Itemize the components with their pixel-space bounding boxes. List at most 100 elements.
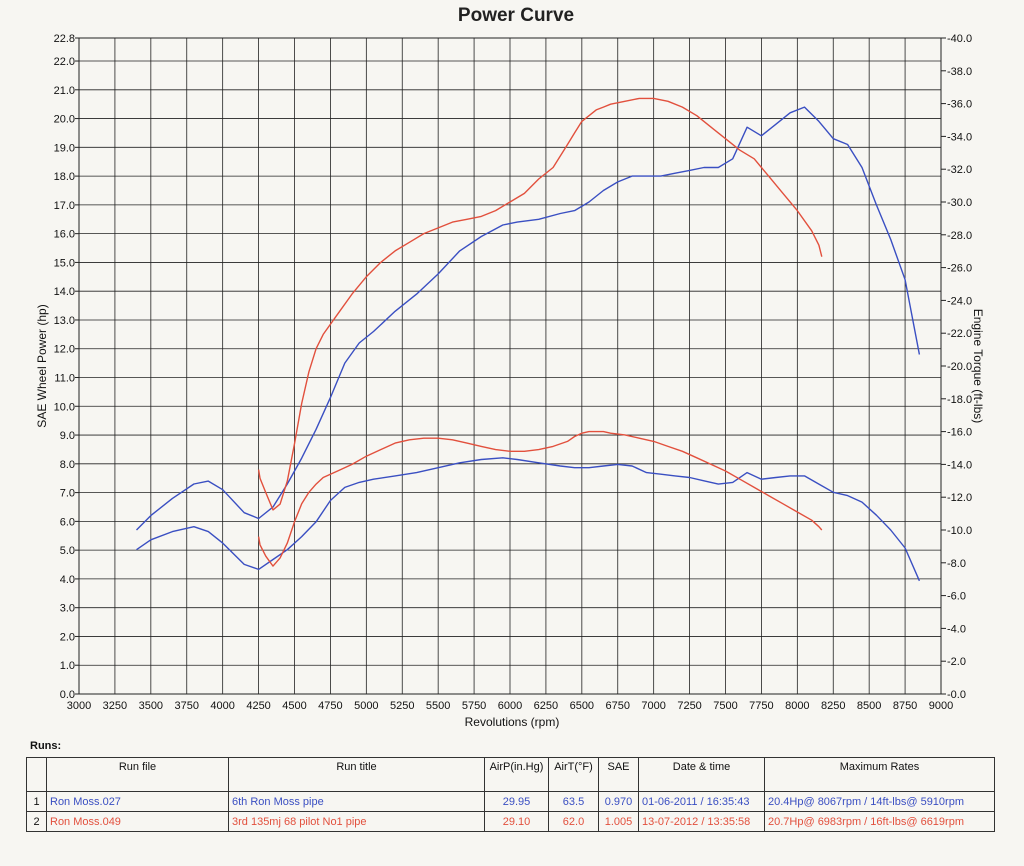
run-file: Ron Moss.049 <box>46 811 229 832</box>
x-tick-label: 5500 <box>426 700 450 712</box>
y-left-tick-label: 6.0 <box>60 516 75 528</box>
y-left-tick-label: 17.0 <box>54 200 75 212</box>
x-tick-label: 6250 <box>534 700 558 712</box>
run-title: 6th Ron Moss pipe <box>228 791 485 812</box>
y-left-tick-label: 19.0 <box>54 142 75 154</box>
run-max-rates: 20.4Hp@ 8067rpm / 14ft-lbs@ 5910rpm <box>764 791 995 812</box>
run-airt: 62.0 <box>548 811 599 832</box>
run-airp: 29.10 <box>484 811 549 832</box>
x-tick-label: 5000 <box>354 700 378 712</box>
run-file: Ron Moss.027 <box>46 791 229 812</box>
x-tick-label: 5750 <box>462 700 486 712</box>
run-airp: 29.95 <box>484 791 549 812</box>
header-index <box>26 757 47 792</box>
y-left-tick-label: 16.0 <box>54 229 75 241</box>
y-right-tick-label: -28.0 <box>947 230 972 242</box>
y-right-tick-label: -18.0 <box>947 394 972 406</box>
x-tick-label: 3250 <box>103 700 127 712</box>
table-row: 2 Ron Moss.049 3rd 135mj 68 pilot No1 pi… <box>26 811 995 832</box>
y-left-tick-label: 4.0 <box>60 574 75 586</box>
y-right-tick-label: -22.0 <box>947 328 972 340</box>
x-tick-label: 3000 <box>67 700 91 712</box>
x-tick-label: 5250 <box>390 700 414 712</box>
y-left-tick-label: 1.0 <box>60 660 75 672</box>
run-sae: 0.970 <box>598 791 639 812</box>
x-tick-label: 4500 <box>282 700 306 712</box>
y-right-tick-label: -40.0 <box>947 33 972 45</box>
x-tick-label: 8250 <box>821 700 845 712</box>
y-left-tick-label: 7.0 <box>60 488 75 500</box>
y-left-tick-label: 21.0 <box>54 85 75 97</box>
x-tick-label: 4250 <box>246 700 270 712</box>
table-row: 1 Ron Moss.027 6th Ron Moss pipe 29.95 6… <box>26 791 995 812</box>
y-right-tick-label: -14.0 <box>947 459 972 471</box>
series-line-1-power <box>136 106 921 531</box>
y-right-tick-label: -12.0 <box>947 492 972 504</box>
plot-frame <box>78 37 942 695</box>
y-axis-right-label: Engine Torque (ft-lbs) <box>971 309 985 424</box>
y-axis-left-label: SAE Wheel Power (hp) <box>35 304 49 427</box>
run-sae: 1.005 <box>598 811 639 832</box>
y-left-tick-label: 18.0 <box>54 171 75 183</box>
header-datetime: Date & time <box>638 757 765 792</box>
tick-labels: 3000 3250 3500 3750 4000 4250 4500 4750 5000 5250… <box>54 33 973 712</box>
series-line-2-torque <box>136 457 921 582</box>
x-tick-label: 6750 <box>606 700 630 712</box>
run-max-rates: 20.7Hp@ 6983rpm / 16ft-lbs@ 6619rpm <box>764 811 995 832</box>
y-left-tick-label: 11.0 <box>54 373 75 385</box>
x-tick-label: 6500 <box>570 700 594 712</box>
y-left-tick-label: 13.0 <box>54 315 75 327</box>
grid <box>75 37 946 695</box>
x-tick-label: 3750 <box>175 700 199 712</box>
x-tick-label: 8750 <box>893 700 917 712</box>
y-right-tick-label: -34.0 <box>947 131 972 143</box>
y-left-tick-label: 5.0 <box>60 545 75 557</box>
y-right-tick-label: -38.0 <box>947 66 972 78</box>
y-right-tick-label: -8.0 <box>947 558 966 570</box>
y-left-tick-label: 20.0 <box>54 114 75 126</box>
y-left-tick-label: 22.8 <box>54 33 75 45</box>
x-tick-label: 3500 <box>139 700 163 712</box>
y-right-tick-label: -32.0 <box>947 164 972 176</box>
series-layer <box>136 97 921 582</box>
y-left-tick-label: 10.0 <box>54 401 75 413</box>
x-tick-label: 7750 <box>749 700 773 712</box>
run-airt: 63.5 <box>548 791 599 812</box>
y-left-tick-label: 2.0 <box>60 631 75 643</box>
x-axis-label: Revolutions (rpm) <box>465 715 560 729</box>
y-right-tick-label: -30.0 <box>947 197 972 209</box>
y-right-tick-label: -36.0 <box>947 99 972 111</box>
run-title: 3rd 135mj 68 pilot No1 pipe <box>228 811 485 832</box>
y-right-tick-label: -2.0 <box>947 656 966 668</box>
y-left-tick-label: 3.0 <box>60 603 75 615</box>
series-line-4-torque <box>257 430 823 567</box>
x-tick-label: 7000 <box>641 700 665 712</box>
y-right-tick-label: -26.0 <box>947 263 972 275</box>
y-right-tick-label: -6.0 <box>947 591 966 603</box>
y-left-tick-label: 12.0 <box>54 344 75 356</box>
header-airp: AirP(in.Hg) <box>484 757 549 792</box>
run-datetime: 13-07-2012 / 13:35:58 <box>638 811 765 832</box>
y-right-tick-label: -16.0 <box>947 427 972 439</box>
y-left-tick-label: 22.0 <box>54 56 75 68</box>
power-curve-chart: Power Curve 3000 3250 3500 3750 4000 4250 4500… <box>35 5 985 729</box>
y-right-tick-label: -0.0 <box>947 689 966 701</box>
header-run-file: Run file <box>46 757 229 792</box>
y-left-tick-label: 15.0 <box>54 257 75 269</box>
x-tick-label: 9000 <box>929 700 953 712</box>
chart-title: Power Curve <box>458 5 574 26</box>
y-right-tick-label: -24.0 <box>947 295 972 307</box>
runs-header-row: Run file Run title AirP(in.Hg) AirT(°F) … <box>26 757 995 792</box>
x-tick-label: 7250 <box>677 700 701 712</box>
x-tick-label: 8000 <box>785 700 809 712</box>
x-tick-label: 4750 <box>318 700 342 712</box>
x-tick-label: 8500 <box>857 700 881 712</box>
x-tick-label: 7500 <box>713 700 737 712</box>
y-left-tick-label: 0.0 <box>60 689 75 701</box>
run-datetime: 01-06-2011 / 16:35:43 <box>638 791 765 812</box>
series-line-3-power <box>257 97 823 511</box>
x-tick-label: 4000 <box>210 700 234 712</box>
runs-label: Runs: <box>30 740 62 752</box>
y-left-tick-label: 8.0 <box>60 459 75 471</box>
y-right-tick-label: -20.0 <box>947 361 972 373</box>
